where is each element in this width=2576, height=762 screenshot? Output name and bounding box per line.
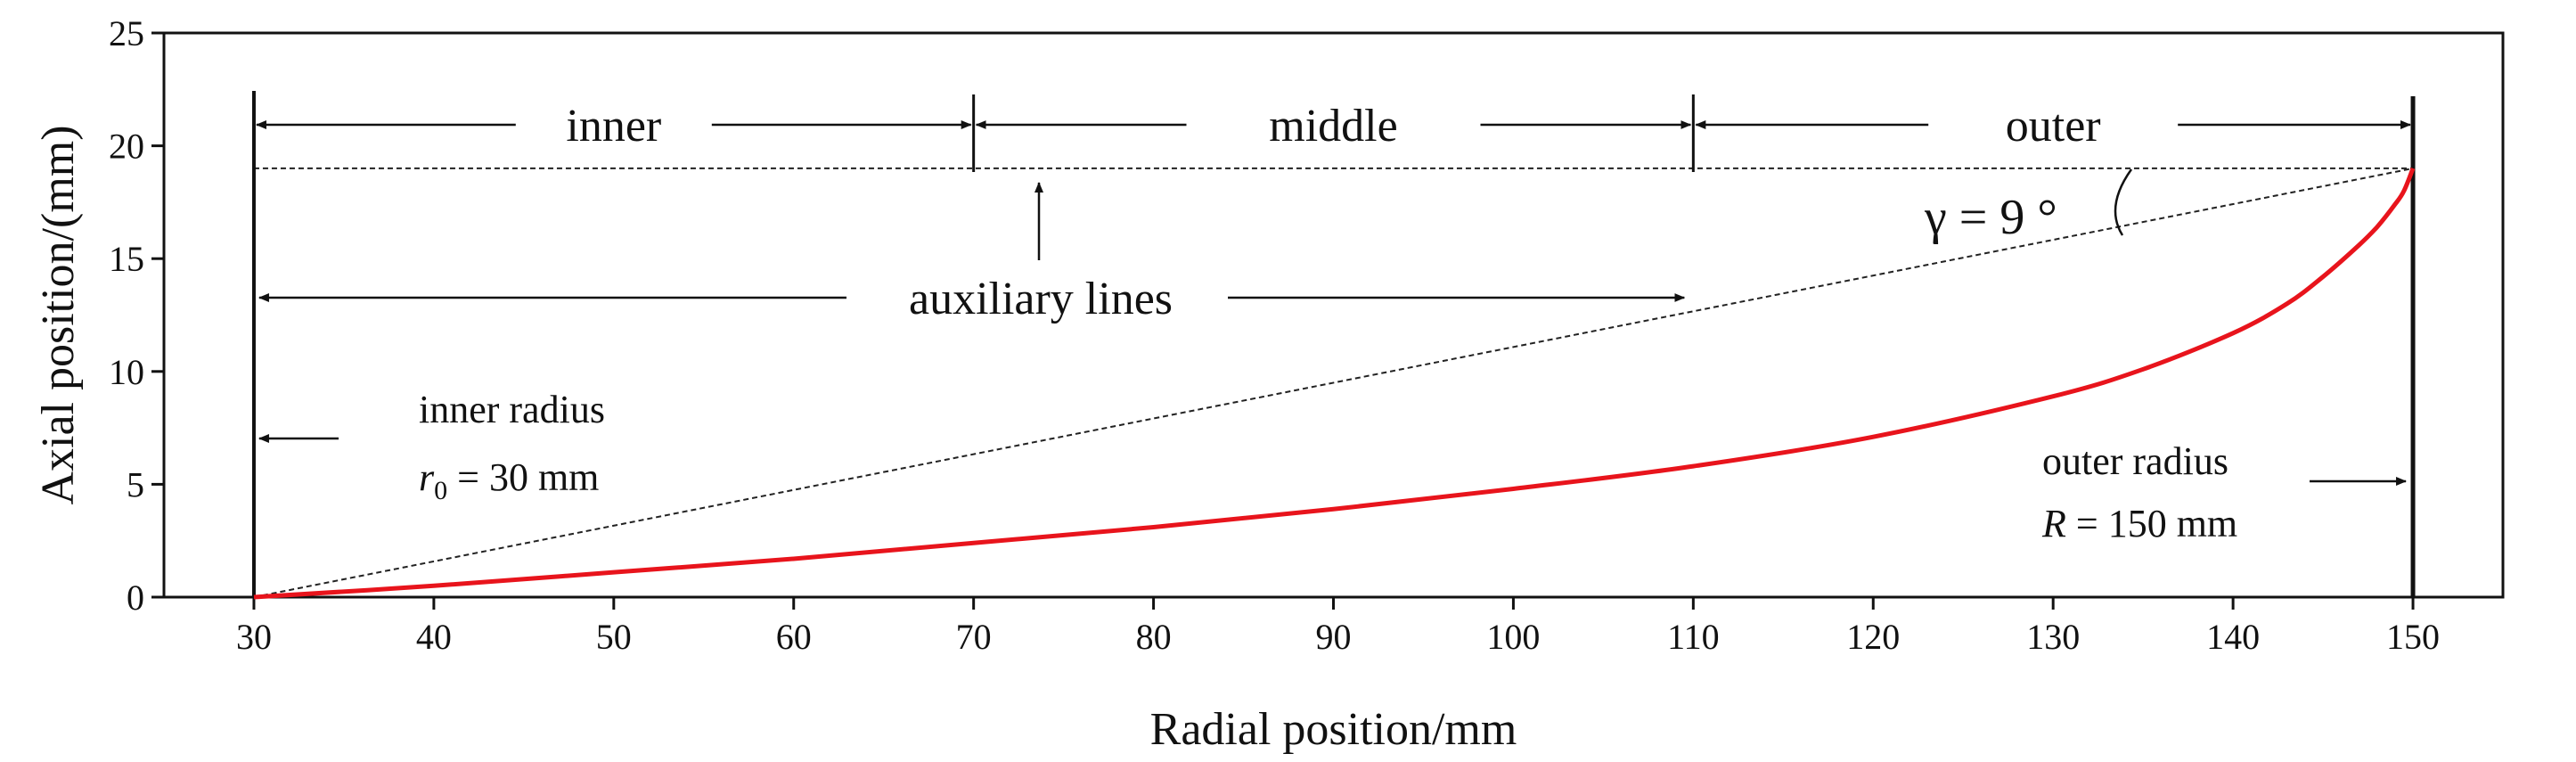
- x-tick-label: 140: [2206, 617, 2260, 657]
- y-tick-label: 25: [109, 13, 144, 53]
- x-tick-label: 110: [1667, 617, 1720, 657]
- axis-ticks: 30 40 50 60 70 80 90 100 110 120 130 140 150 0 5 10 15 20…: [109, 13, 2440, 657]
- x-tick-label: 70: [956, 617, 992, 657]
- outer-radius-label: outer radius: [2042, 439, 2228, 483]
- x-tick-label: 90: [1316, 617, 1352, 657]
- y-tick-label: 0: [127, 578, 144, 618]
- x-tick-label: 80: [1136, 617, 1172, 657]
- profile-curve-series: [253, 168, 2416, 600]
- outer-radius-number: = 150 mm: [2066, 502, 2237, 545]
- y-tick-label: 5: [127, 464, 144, 504]
- inner-radius-subscript: 0: [434, 476, 447, 505]
- auxiliary-lines-layer: [253, 167, 2414, 598]
- outer-radius-value: R = 150 mm: [2041, 502, 2237, 545]
- inner-radius-value: r0 = 30 mm: [419, 455, 599, 505]
- auxiliary-line-diagonal: [253, 167, 2414, 598]
- y-tick-label: 15: [109, 239, 144, 279]
- x-axis-title: Radial position/mm: [1150, 704, 1517, 755]
- zone-label-middle: middle: [1269, 101, 1397, 152]
- annotation-arrows: [255, 120, 2412, 486]
- inner-radius-number: = 30 mm: [447, 455, 599, 499]
- zone-label-inner: inner: [566, 101, 661, 152]
- outer-radius-symbol: R: [2041, 502, 2066, 545]
- x-tick-label: 120: [1846, 617, 1900, 657]
- zone-label-outer: outer: [2006, 101, 2101, 152]
- x-tick-label: 40: [416, 617, 452, 657]
- gamma-angle-arc: [2114, 168, 2133, 236]
- zone-layer: [972, 94, 1695, 172]
- x-tick-label: 60: [776, 617, 812, 657]
- x-tick-label: 130: [2026, 617, 2080, 657]
- x-tick-label: 150: [2386, 617, 2440, 657]
- wall-lines-layer: [251, 91, 2416, 597]
- inner-radius-symbol: r: [419, 455, 435, 499]
- x-tick-label: 50: [596, 617, 632, 657]
- x-tick-label: 30: [236, 617, 272, 657]
- y-axis-title: Axial position/(mm): [33, 125, 84, 504]
- x-tick-label: 100: [1486, 617, 1540, 657]
- gamma-angle-label: γ = 9 °: [1924, 190, 2057, 245]
- inner-radius-label: inner radius: [419, 388, 605, 431]
- y-tick-label: 10: [109, 352, 144, 392]
- auxiliary-lines-label: auxiliary lines: [909, 274, 1173, 324]
- y-tick-label: 20: [109, 127, 144, 167]
